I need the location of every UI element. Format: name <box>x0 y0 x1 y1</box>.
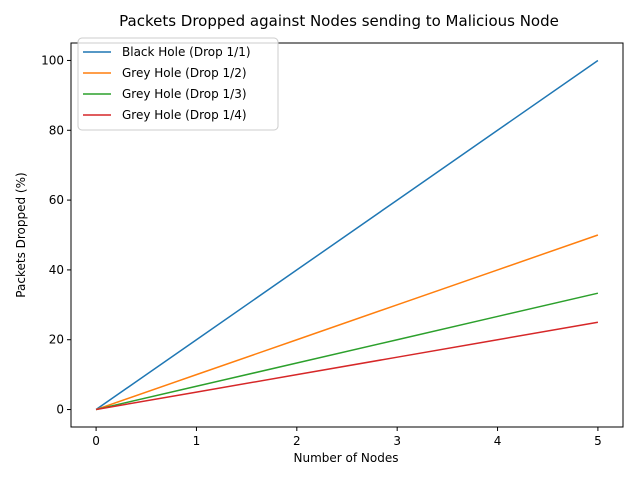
series-line-2 <box>95 234 599 411</box>
series-line-3 <box>95 292 599 411</box>
y-tick-label: 40 <box>49 263 64 277</box>
y-axis-label: Packets Dropped (%) <box>14 172 28 297</box>
series-line-1 <box>95 59 599 411</box>
legend-box <box>77 37 279 131</box>
y-tick-label: 0 <box>56 403 64 417</box>
x-axis-label: Number of Nodes <box>294 451 399 465</box>
y-tick-label: 80 <box>49 123 64 137</box>
plot-area <box>70 42 624 428</box>
x-tick-label: 2 <box>293 434 301 448</box>
legend-label-1: Black Hole (Drop 1/1) <box>122 45 251 59</box>
x-tick-label: 1 <box>193 434 201 448</box>
y-tick-label: 20 <box>49 333 64 347</box>
y-tick-label: 60 <box>49 193 64 207</box>
series-lines <box>95 59 599 411</box>
chart-title: Packets Dropped against Nodes sending to… <box>119 12 559 30</box>
legend-label-4: Grey Hole (Drop 1/4) <box>122 108 247 122</box>
legend-label-3: Grey Hole (Drop 1/3) <box>122 87 247 101</box>
x-axis-ticks: 0 1 2 3 4 5 <box>92 427 602 448</box>
legend-label-2: Grey Hole (Drop 1/2) <box>122 66 247 80</box>
x-tick-label: 5 <box>594 434 602 448</box>
y-axis-ticks: 0 20 40 60 80 100 <box>41 53 71 417</box>
x-tick-label: 0 <box>92 434 100 448</box>
x-tick-label: 4 <box>494 434 502 448</box>
series-line-4 <box>95 321 599 411</box>
y-tick-label: 100 <box>41 53 64 67</box>
x-tick-label: 3 <box>393 434 401 448</box>
legend: Black Hole (Drop 1/1) Grey Hole (Drop 1/2… <box>77 37 279 131</box>
